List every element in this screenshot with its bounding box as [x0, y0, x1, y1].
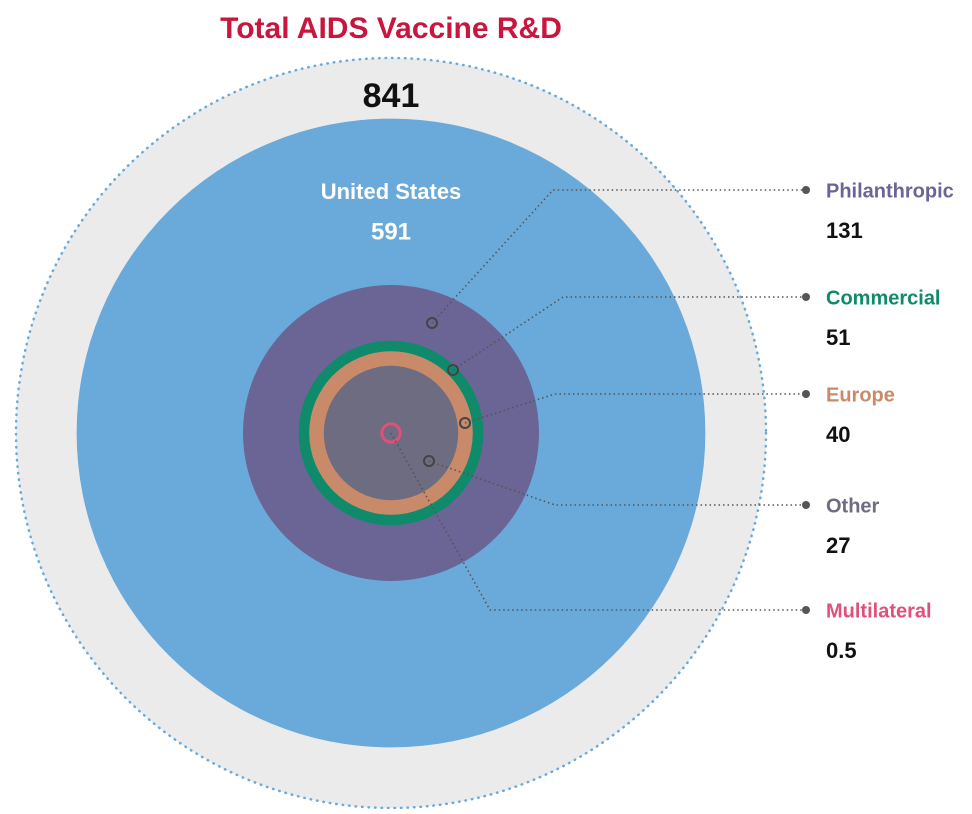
legend-value: 51 [826, 325, 850, 350]
legend-name: Multilateral [826, 600, 932, 622]
leader-line [431, 189, 806, 324]
leader-dot [802, 186, 810, 194]
legend-value: 0.5 [826, 638, 857, 663]
legend-value: 40 [826, 422, 850, 447]
legend-value: 27 [826, 533, 850, 558]
legend-name: Philanthropic [826, 180, 954, 202]
leader-dot [802, 606, 810, 614]
leader-dot [802, 501, 810, 509]
leader-line [390, 432, 806, 611]
inside-label-name: United States [321, 179, 462, 204]
chart-title: Total AIDS Vaccine R&D [220, 12, 562, 45]
leader-line [464, 393, 806, 424]
legend-name: Commercial [826, 287, 941, 309]
total-value: 841 [363, 77, 420, 115]
leader-marker [426, 317, 438, 329]
leader-dot [802, 390, 810, 398]
legend-value: 131 [826, 218, 863, 243]
leader-marker [423, 455, 435, 467]
inside-label-value: 591 [371, 218, 411, 245]
leader-marker [459, 417, 471, 429]
legend-name: Other [826, 495, 880, 517]
leader-marker [447, 364, 459, 376]
leader-dot [802, 293, 810, 301]
legend-name: Europe [826, 384, 895, 406]
